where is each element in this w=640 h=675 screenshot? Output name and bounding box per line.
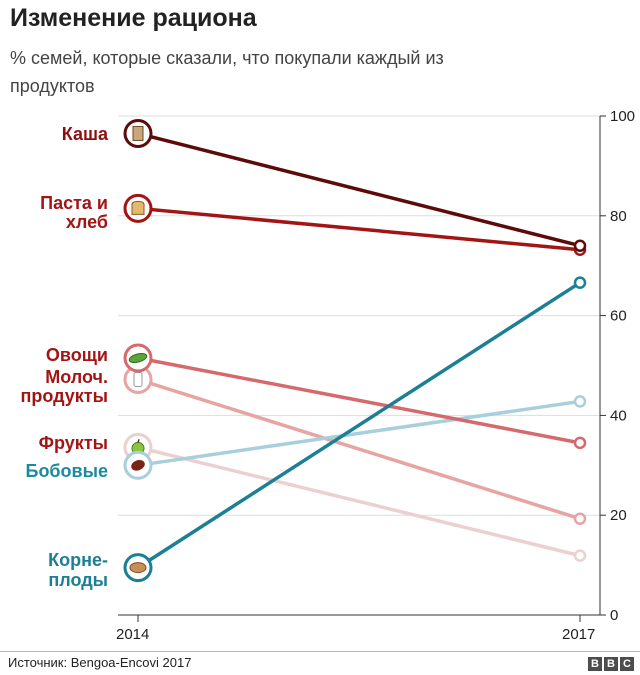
series-line <box>136 377 582 521</box>
cereal-box-icon <box>132 125 144 141</box>
chart-title: Изменение рациона <box>10 4 257 32</box>
series-label: Овощи <box>46 345 108 365</box>
series-end-point <box>573 239 587 252</box>
series-label: хлеб <box>66 212 108 232</box>
y-tick-label: 0 <box>610 607 618 624</box>
series-line <box>136 280 582 570</box>
x-tick-label: 2017 <box>562 626 595 643</box>
vegetable-icon <box>128 353 148 364</box>
y-tick-label: 80 <box>610 208 627 225</box>
series-end-point <box>573 436 587 450</box>
potato-icon <box>129 562 147 574</box>
bean-icon <box>131 460 145 471</box>
series-start-marker <box>123 118 153 148</box>
y-tick-label: 100 <box>610 108 635 125</box>
series-end-point <box>573 395 587 408</box>
series-label: Каша <box>62 124 109 144</box>
series-label: Паста и <box>40 193 108 213</box>
series-line <box>136 356 582 445</box>
bbc-logo: B B C <box>588 657 634 671</box>
bbc-logo-letter: C <box>620 657 634 671</box>
milk-bottle-icon <box>133 371 143 387</box>
series-end-point <box>573 276 587 289</box>
bbc-logo-letter: B <box>604 657 618 671</box>
series-label: Молоч. <box>45 367 108 387</box>
series-label: продукты <box>21 386 108 406</box>
chart-subtitle: % семей, которые сказали, что покупали к… <box>10 48 444 96</box>
x-tick-label: 2014 <box>116 626 149 643</box>
series-line <box>136 131 582 248</box>
footer-divider <box>0 651 640 652</box>
bbc-logo-letter: B <box>588 657 602 671</box>
apple-icon <box>137 439 140 443</box>
series-label: Бобовые <box>26 461 109 481</box>
bread-icon <box>131 200 145 215</box>
series-start-marker <box>123 193 153 223</box>
y-tick-label: 40 <box>610 407 627 424</box>
series-label: плоды <box>48 570 108 590</box>
y-tick-label: 20 <box>610 507 627 524</box>
series-line <box>136 206 582 252</box>
series-start-marker <box>123 450 153 480</box>
series-end-point <box>573 549 587 562</box>
series-line <box>136 445 582 558</box>
series-line <box>136 399 582 468</box>
series-start-marker <box>123 553 153 583</box>
series-label: Корне- <box>48 550 108 570</box>
source-note: Источник: Bengoa-Encovi 2017 <box>8 655 192 670</box>
y-tick-label: 60 <box>610 308 627 325</box>
series-end-point <box>573 512 587 525</box>
series-label: Фрукты <box>39 433 108 453</box>
series-start-marker <box>123 343 153 373</box>
